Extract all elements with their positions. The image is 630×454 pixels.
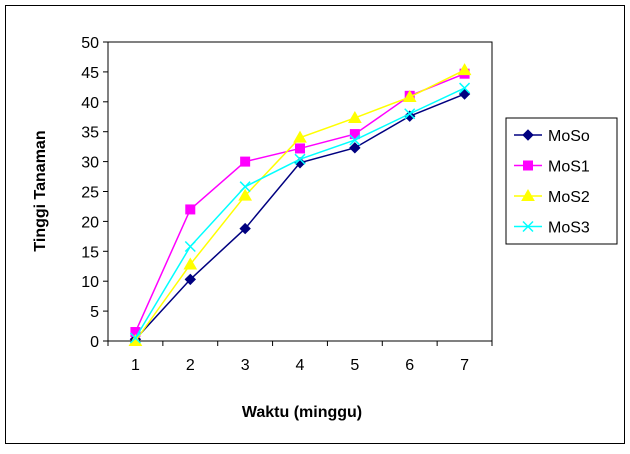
data-point-mos1: [349, 129, 360, 140]
data-point-moso: [184, 273, 196, 286]
data-point-mos1: [240, 156, 251, 167]
x-tick-label: 4: [296, 357, 305, 374]
x-tick-label: 7: [460, 357, 469, 374]
x-tick-label: 5: [350, 357, 359, 374]
legend: MoSo MoS1 MoS2 MoS3: [505, 117, 618, 245]
data-point-mos3: [184, 240, 196, 253]
y-tick-label: 50: [81, 35, 99, 52]
legend-label-moso: MoSo: [548, 128, 590, 145]
legend-marker-moso: [522, 129, 534, 141]
data-point-mos2: [347, 110, 362, 123]
data-point-mos3: [239, 181, 251, 193]
data-point-mos2: [402, 90, 417, 103]
y-tick-label: 30: [81, 155, 99, 172]
data-point-mos3: [459, 82, 471, 94]
y-tick-label: 10: [81, 274, 99, 291]
y-tick-label: 0: [90, 334, 99, 351]
data-point-mos2: [293, 130, 307, 143]
x-tick-label: 6: [405, 357, 414, 374]
legend-marker-mos3: [522, 220, 534, 233]
legend-label-mos2: MoS2: [548, 189, 590, 206]
y-tick-label: 40: [81, 95, 99, 112]
x-tick-label: 3: [241, 357, 250, 374]
y-tick-label: 15: [81, 244, 99, 261]
data-point-mos2: [457, 63, 472, 76]
data-point-moso: [349, 142, 361, 154]
legend-marker-mos2: [521, 188, 535, 201]
y-tick-label: 45: [81, 65, 99, 82]
data-point-mos2: [183, 257, 198, 270]
data-point-mos3: [349, 134, 361, 146]
data-point-moso: [404, 110, 416, 122]
legend-label-mos1: MoS1: [548, 159, 590, 176]
x-tick-label: 2: [186, 357, 195, 374]
data-point-mos3: [129, 332, 141, 344]
data-point-mos1: [295, 143, 305, 154]
x-axis-title: Waktu (minggu): [242, 404, 362, 421]
y-axis-title: Tinggi Tanaman: [32, 130, 49, 251]
legend-label-mos3: MoS3: [548, 220, 590, 237]
y-tick-label: 5: [90, 304, 99, 321]
data-point-mos2: [238, 188, 253, 201]
data-point-mos3: [404, 108, 416, 120]
data-point-mos1: [185, 204, 196, 215]
legend-marker-mos1: [523, 160, 533, 171]
y-tick-label: 35: [81, 125, 99, 142]
y-tick-label: 20: [81, 214, 99, 231]
y-tick-label: 25: [81, 185, 99, 202]
data-point-moso: [239, 222, 251, 235]
data-point-mos3: [294, 153, 306, 165]
x-tick-label: 1: [131, 357, 140, 374]
